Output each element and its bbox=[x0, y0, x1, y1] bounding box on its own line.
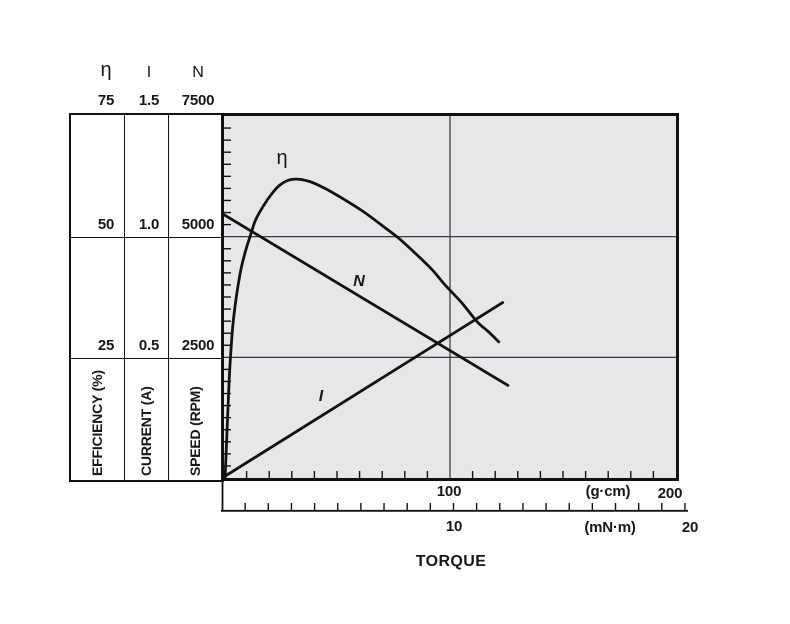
table-divider bbox=[123, 115, 125, 480]
current-low: 0.5 bbox=[138, 337, 160, 354]
mnm-tick-label-10: 10 bbox=[445, 518, 463, 535]
mnm-ruler bbox=[221, 479, 688, 512]
efficiency-max: 75 bbox=[97, 92, 115, 109]
scale-max-values: 75 1.5 7500 bbox=[70, 92, 222, 111]
current-curve-label: I bbox=[318, 388, 324, 405]
scale-header-symbols: η I N bbox=[70, 54, 222, 82]
mnm-tick-label-20: 20 bbox=[681, 519, 699, 536]
left-scale-table bbox=[69, 113, 224, 482]
table-divider bbox=[167, 115, 169, 480]
efficiency-low: 25 bbox=[97, 337, 115, 354]
mnm-unit-label: (mN·m) bbox=[584, 519, 636, 536]
current-curve bbox=[224, 301, 505, 478]
current-axis-title: CURRENT (A) bbox=[138, 386, 154, 476]
current-mid: 1.0 bbox=[138, 216, 160, 233]
table-gridline-50pct bbox=[71, 236, 222, 238]
speed-curve-label: N bbox=[353, 273, 365, 290]
gcm-tick-label-100: 100 bbox=[436, 483, 462, 500]
scale-low-values: 25 0.5 2500 bbox=[70, 337, 222, 355]
speed-curve bbox=[224, 213, 510, 387]
plot-canvas bbox=[224, 116, 676, 478]
gcm-tick-label-200: 200 bbox=[657, 485, 683, 502]
table-gridline-25pct bbox=[71, 357, 222, 359]
efficiency-axis-title: EFFICIENCY (%) bbox=[89, 370, 105, 476]
speed-mid: 5000 bbox=[181, 216, 215, 233]
efficiency-curve bbox=[224, 177, 501, 478]
plot-gridlines bbox=[224, 116, 676, 478]
current-max: 1.5 bbox=[138, 92, 160, 109]
speed-low: 2500 bbox=[181, 337, 215, 354]
speed-max: 7500 bbox=[181, 92, 215, 109]
efficiency-curve-label: η bbox=[276, 147, 288, 169]
plot-minor-ticks bbox=[224, 127, 655, 478]
speed-axis-title: SPEED (RPM) bbox=[187, 386, 203, 476]
x-axis-title: TORQUE bbox=[415, 553, 487, 570]
current-symbol: I bbox=[146, 64, 152, 81]
gcm-unit-label: (g·cm) bbox=[585, 483, 631, 500]
efficiency-symbol: η bbox=[100, 59, 112, 81]
speed-symbol: N bbox=[192, 64, 204, 81]
scale-mid-values: 50 1.0 5000 bbox=[70, 216, 222, 234]
efficiency-mid: 50 bbox=[97, 216, 115, 233]
plot-area bbox=[221, 113, 679, 481]
